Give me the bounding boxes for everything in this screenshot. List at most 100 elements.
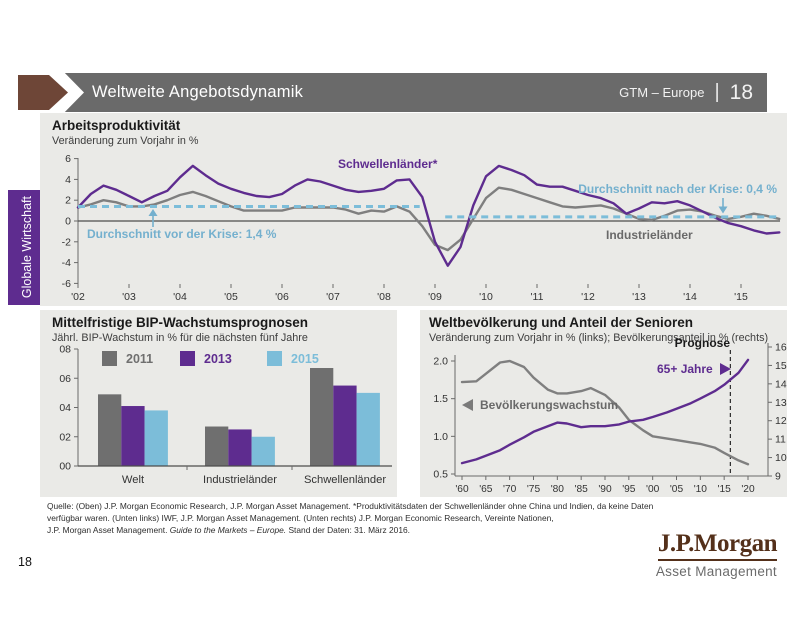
header-right-group: GTM – Europe | 18	[619, 81, 767, 105]
svg-text:2.0: 2.0	[433, 356, 448, 368]
gdp-forecast-panel: Mittelfristige BIP-Wachstumsprognosen Jä…	[40, 310, 397, 497]
svg-text:-6: -6	[62, 278, 71, 290]
svg-text:12: 12	[775, 415, 787, 427]
emerging-markets-series-label: Schwellenländer*	[338, 157, 438, 171]
population-title: Weltbevölkerung und Anteil der Senioren	[429, 315, 694, 330]
legend-item-2013: 2013	[180, 351, 232, 366]
svg-text:'60: '60	[455, 484, 469, 495]
legend-item-2015: 2015	[267, 351, 319, 366]
svg-text:06: 06	[59, 373, 71, 385]
header-bar: Weltweite Angebotsdynamik GTM – Europe |…	[33, 73, 767, 112]
svg-text:'15: '15	[718, 484, 732, 495]
seniors-series-label: 65+ Jahre	[657, 362, 731, 376]
svg-text:'12: '12	[581, 291, 595, 303]
header-page-number: 18	[729, 80, 753, 104]
svg-text:1.5: 1.5	[433, 393, 448, 405]
svg-text:0.5: 0.5	[433, 469, 448, 481]
productivity-title: Arbeitsproduktivität	[52, 118, 181, 133]
svg-text:04: 04	[59, 402, 71, 414]
svg-text:'04: '04	[173, 291, 187, 303]
svg-text:'02: '02	[71, 291, 85, 303]
svg-text:'03: '03	[122, 291, 136, 303]
header-divider: |	[714, 81, 720, 103]
legend-swatch-2015	[267, 351, 282, 366]
legend-label-2015: 2015	[291, 351, 319, 366]
source-note-line1: Quelle: (Oben) J.P. Morgan Economic Rese…	[47, 501, 654, 511]
left-triangle-icon	[462, 399, 473, 411]
svg-text:2: 2	[65, 195, 71, 207]
svg-text:11: 11	[775, 434, 786, 446]
svg-text:'20: '20	[741, 484, 755, 495]
productivity-subtitle: Veränderung zum Vorjahr in %	[52, 135, 199, 147]
population-chart: 2.0 1.5 1.0 0.5 16 15 14 13 12 11 10 9 '60 '65 '70 '75 '…	[433, 341, 787, 495]
legend-swatch-2013	[180, 351, 195, 366]
svg-text:16: 16	[775, 341, 787, 353]
svg-text:'75: '75	[527, 484, 541, 495]
svg-text:'11: '11	[531, 291, 544, 303]
svg-text:'14: '14	[683, 291, 697, 303]
svg-text:'00: '00	[646, 484, 660, 495]
svg-text:0: 0	[65, 216, 71, 228]
source-note-line3: J.P. Morgan Asset Management. Guide to t…	[47, 525, 653, 537]
svg-text:Welt: Welt	[122, 474, 145, 486]
gdp-forecast-chart: 00 02 04 06 08 Welt Industrieländer Schwellenlä…	[59, 344, 392, 486]
pre-crisis-average-label: Durchschnitt vor der Krise: 1,4 %	[87, 227, 277, 241]
svg-text:'85: '85	[575, 484, 589, 495]
svg-text:'05: '05	[224, 291, 238, 303]
svg-text:'80: '80	[551, 484, 565, 495]
svg-text:Industrieländer: Industrieländer	[203, 474, 277, 486]
source-note-line3-start: J.P. Morgan Asset Management.	[47, 524, 170, 535]
legend-swatch-2011	[102, 351, 117, 366]
forecast-label: Prognose	[674, 336, 730, 350]
productivity-panel: Arbeitsproduktivität Veränderung zum Vor…	[40, 113, 787, 306]
svg-text:'65: '65	[479, 484, 493, 495]
legend-label-2011: 2011	[126, 351, 154, 366]
svg-text:13: 13	[775, 397, 787, 409]
svg-text:15: 15	[775, 360, 787, 372]
population-subtitle: Veränderung zum Vorjahr in % (links); Be…	[429, 332, 769, 344]
page-number: 18	[18, 555, 32, 569]
svg-text:'06: '06	[275, 291, 289, 303]
svg-text:'09: '09	[428, 291, 442, 303]
source-note: Quelle: (Oben) J.P. Morgan Economic Rese…	[47, 501, 653, 536]
gdp-forecast-subtitle: Jährl. BIP-Wachstum in % für die nächste…	[52, 332, 308, 344]
post-crisis-average-label: Durchschnitt nach der Krise: 0,4 %	[578, 182, 777, 196]
sidebar-tab-globale-wirtschaft: Globale Wirtschaft	[8, 190, 45, 305]
source-note-guide-title: Guide to the Markets – Europe.	[169, 524, 287, 535]
svg-text:'95: '95	[622, 484, 636, 495]
svg-text:'07: '07	[326, 291, 340, 303]
population-growth-series-label: Bevölkerungswachstum	[462, 398, 618, 412]
legend-item-2011: 2011	[102, 351, 153, 366]
svg-text:'05: '05	[670, 484, 684, 495]
svg-text:4: 4	[65, 174, 71, 186]
svg-text:-4: -4	[62, 257, 71, 269]
svg-text:'70: '70	[503, 484, 517, 495]
svg-text:1.0: 1.0	[433, 431, 448, 443]
legend-label-2013: 2013	[204, 351, 232, 366]
svg-text:'90: '90	[598, 484, 612, 495]
svg-text:'15: '15	[734, 291, 748, 303]
source-note-line2: verfügbar waren. (Unten links) IWF, J.P.…	[47, 512, 554, 523]
svg-text:00: 00	[59, 461, 71, 473]
svg-text:9: 9	[775, 471, 781, 483]
population-growth-label-text: Bevölkerungswachstum	[480, 398, 619, 412]
svg-text:'13: '13	[632, 291, 646, 303]
jpmorgan-logo-wordmark: J.P.Morgan	[657, 530, 778, 561]
svg-text:'10: '10	[479, 291, 493, 303]
jpmorgan-logo: J.P.Morgan Asset Management	[655, 530, 778, 579]
right-triangle-icon	[719, 363, 731, 375]
gtm-europe-label: GTM – Europe	[619, 85, 705, 100]
productivity-chart: 6 4 2 0 -2 -4 -6'02 '03 '04 '05 '06 '07 '08 '09 '10 '11…	[62, 153, 781, 303]
gdp-forecast-title: Mittelfristige BIP-Wachstumsprognosen	[52, 315, 309, 330]
svg-text:6: 6	[65, 153, 71, 165]
source-note-line3-end: Stand der Daten: 31. März 2016.	[286, 524, 410, 535]
population-panel: Weltbevölkerung und Anteil der Senioren …	[420, 310, 787, 497]
developed-markets-series-label: Industrieländer	[606, 228, 693, 242]
seniors-series-label-text: 65+ Jahre	[657, 362, 713, 376]
svg-text:'10: '10	[694, 484, 708, 495]
jpmorgan-logo-subtitle: Asset Management	[655, 564, 777, 579]
page-title: Weltweite Angebotsdynamik	[92, 83, 304, 101]
svg-text:08: 08	[59, 344, 71, 356]
svg-text:02: 02	[59, 431, 71, 443]
svg-text:-2: -2	[62, 236, 71, 248]
